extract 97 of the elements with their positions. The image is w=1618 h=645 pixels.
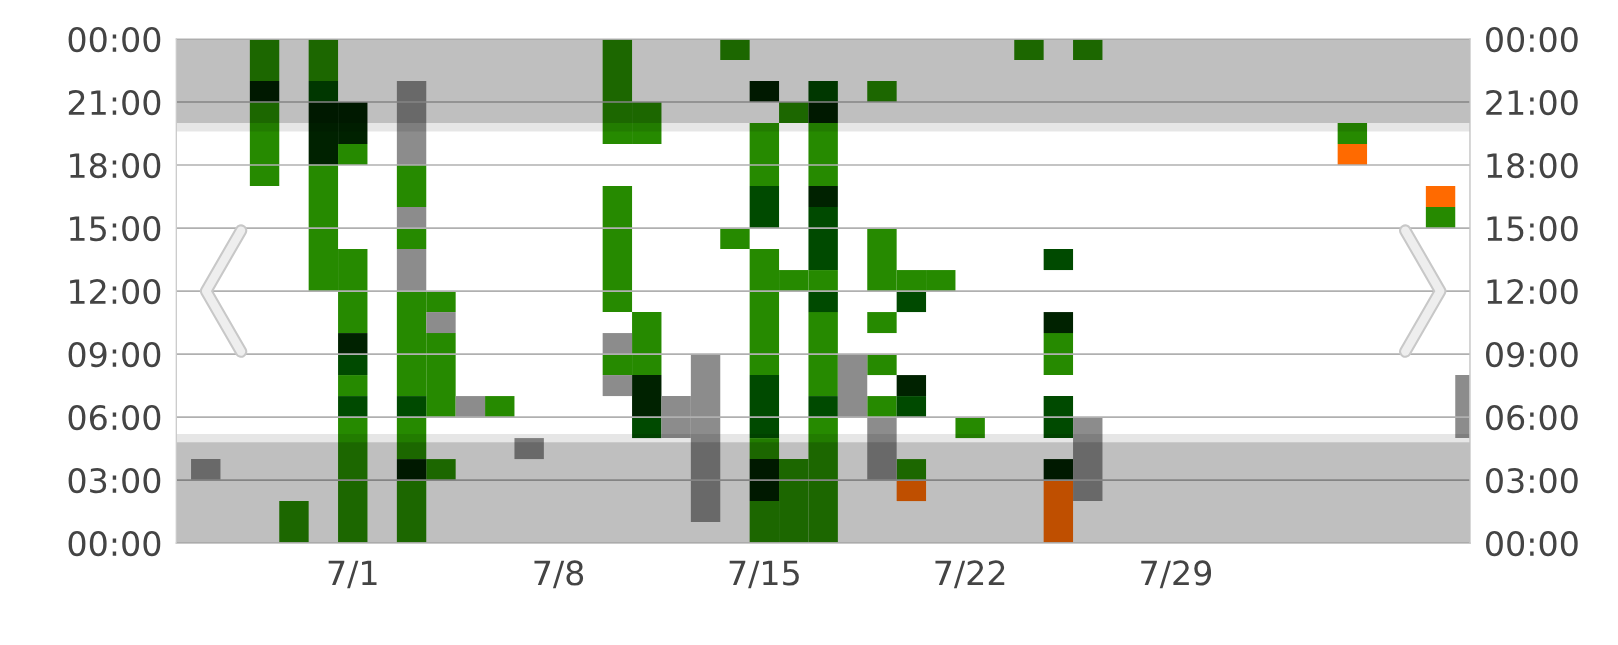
bar xyxy=(1073,417,1103,502)
bar xyxy=(338,417,368,544)
y-tick-label: 21:00 xyxy=(68,89,161,116)
bar xyxy=(426,312,456,334)
bar xyxy=(808,396,838,418)
y-tick-label: 03:00 xyxy=(68,468,161,494)
bar xyxy=(808,81,838,103)
bar xyxy=(602,375,633,397)
y2-tick-label: 18:00 xyxy=(1487,152,1578,179)
bar xyxy=(1337,123,1368,145)
y2-tick-label: 15:00 xyxy=(1487,215,1578,242)
y-tick-label: 18:00 xyxy=(70,152,161,179)
bar xyxy=(896,396,927,418)
bar xyxy=(338,396,368,418)
y-tick-label: 00:00 xyxy=(68,26,161,53)
bar xyxy=(896,375,927,397)
y2-tick-label: 12:00 xyxy=(1487,278,1578,305)
y-tick-label: 00:00 xyxy=(68,531,161,557)
x-tick-label: 7/22 xyxy=(935,560,1005,589)
bar xyxy=(808,207,838,271)
bar xyxy=(396,228,427,250)
bar xyxy=(896,480,927,502)
y2-tick-label: 09:00 xyxy=(1486,341,1578,368)
bar xyxy=(602,186,633,313)
bar xyxy=(867,312,897,334)
y2-tick-label: 21:00 xyxy=(1486,89,1578,116)
bar xyxy=(720,228,750,250)
bar xyxy=(749,186,780,229)
bar xyxy=(896,459,927,481)
bar xyxy=(396,207,427,229)
bar xyxy=(1043,480,1074,544)
bar xyxy=(279,501,309,544)
y2-tick-label: 03:00 xyxy=(1486,468,1578,494)
bar xyxy=(455,396,486,418)
bar xyxy=(1073,39,1103,61)
bar xyxy=(749,375,780,439)
bar xyxy=(896,291,927,313)
bar xyxy=(955,417,985,439)
y-tick-label: 12:00 xyxy=(70,278,161,305)
bar xyxy=(808,186,838,208)
bar xyxy=(308,81,339,103)
bar xyxy=(338,375,368,397)
bar xyxy=(396,396,427,418)
bar xyxy=(808,123,838,187)
bar xyxy=(338,144,368,166)
bar xyxy=(396,480,427,544)
bar xyxy=(1043,459,1074,481)
bar xyxy=(426,459,456,481)
bar xyxy=(837,354,868,418)
bar xyxy=(749,459,780,502)
x-tick-label: 7/8 xyxy=(534,560,584,589)
bar xyxy=(1425,186,1456,208)
bar xyxy=(249,39,280,82)
bar xyxy=(867,81,897,103)
bar xyxy=(808,102,838,124)
bar xyxy=(1337,144,1368,166)
bar xyxy=(338,333,368,355)
bar xyxy=(632,417,662,439)
bar xyxy=(867,354,897,376)
y-tick-label: 06:00 xyxy=(68,405,161,431)
bar xyxy=(602,333,633,355)
bar xyxy=(749,81,780,103)
bar xyxy=(808,291,838,313)
y2-tick-label: 00:00 xyxy=(1486,531,1578,557)
bar xyxy=(396,459,427,481)
bar xyxy=(632,375,662,418)
bar xyxy=(485,396,515,418)
bar xyxy=(396,81,427,166)
y-tick-label: 15:00 xyxy=(70,215,161,242)
y2-tick-label: 06:00 xyxy=(1486,405,1578,431)
bar xyxy=(396,249,427,292)
bar xyxy=(1043,396,1074,439)
bar xyxy=(191,459,221,481)
bar xyxy=(779,102,809,124)
bar xyxy=(308,39,339,82)
x-tick-label: 7/29 xyxy=(1141,560,1212,589)
bar xyxy=(808,312,838,397)
bar xyxy=(867,396,897,418)
bar xyxy=(1043,333,1074,376)
bar xyxy=(249,81,280,103)
bar xyxy=(867,417,897,481)
bar xyxy=(249,102,280,187)
x-tick-label: 7/15 xyxy=(729,560,799,589)
bar xyxy=(396,165,427,208)
bar xyxy=(1014,39,1044,61)
y2-tick-label: 00:00 xyxy=(1486,26,1578,53)
bar xyxy=(749,123,780,187)
bar xyxy=(1425,207,1456,229)
bar xyxy=(396,417,427,460)
bar xyxy=(749,438,780,460)
x-tick-label: 7/1 xyxy=(328,560,377,589)
bar xyxy=(720,39,750,61)
bar xyxy=(1043,249,1074,271)
y-tick-label: 09:00 xyxy=(68,341,161,368)
bar xyxy=(514,438,544,460)
bar xyxy=(338,354,368,376)
bar xyxy=(1043,312,1074,334)
